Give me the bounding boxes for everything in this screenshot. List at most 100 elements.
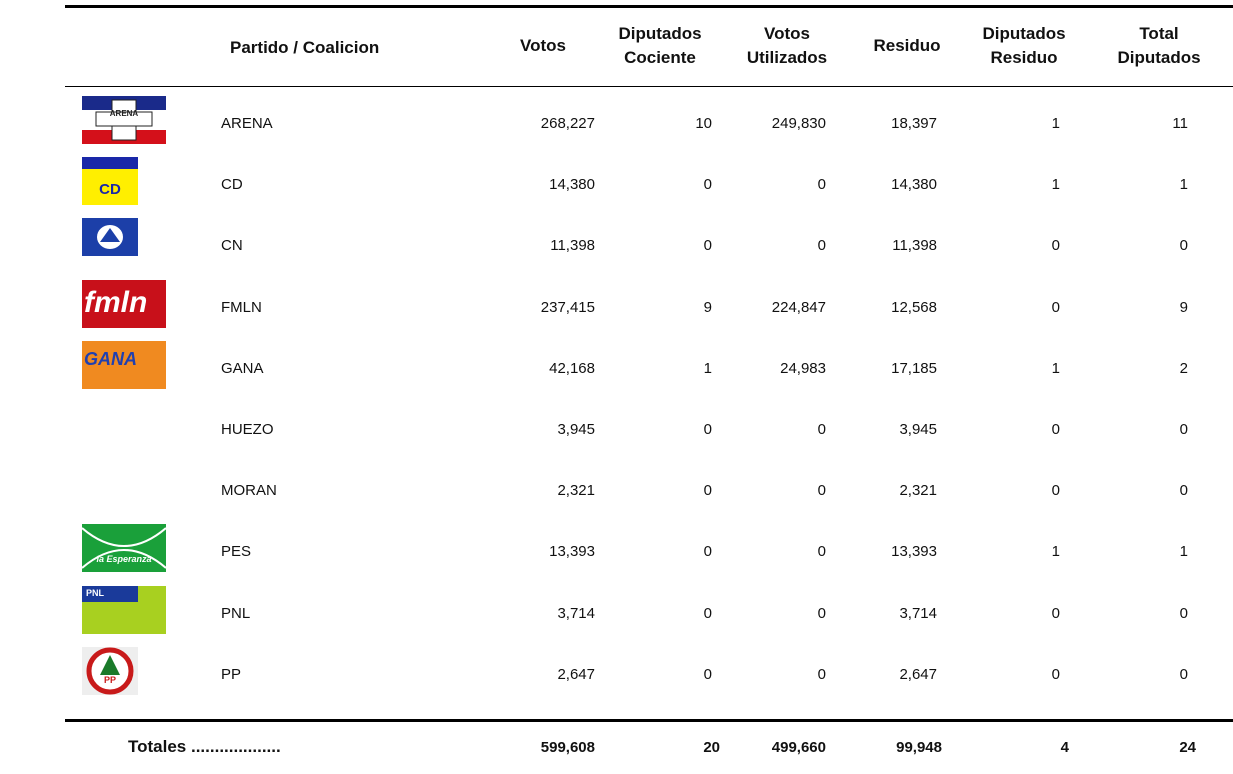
logo-text: GANA <box>84 348 137 369</box>
cell: 2,647 <box>899 665 937 683</box>
column-header: Total Diputados <box>1117 24 1201 67</box>
party-logo: GANA <box>82 340 166 389</box>
logo-graphic <box>82 218 138 257</box>
header-rule <box>65 86 1233 87</box>
cell: 0 <box>1051 665 1060 683</box>
column-header: Diputados Cociente <box>618 24 702 67</box>
cell: 13,393 <box>549 543 595 561</box>
logo-graphic <box>82 279 166 328</box>
party-name: PNL <box>221 604 251 622</box>
total-cell: 599,608 <box>540 739 595 756</box>
cell: 18,397 <box>891 115 937 132</box>
cell: 11 <box>1172 115 1188 132</box>
cell: 10 <box>695 115 712 132</box>
total-cell: 499,660 <box>771 739 826 756</box>
cell: 2,647 <box>557 665 595 683</box>
party-logo <box>82 218 166 266</box>
cell: 0 <box>1051 604 1060 622</box>
party-name: GANA <box>221 359 264 377</box>
cell: 1 <box>1179 543 1188 561</box>
logo-text: la Esperanza <box>96 554 152 565</box>
party-name: PP <box>221 665 242 683</box>
cell: 2 <box>1179 359 1188 377</box>
cell: 0 <box>703 421 712 438</box>
cell: 0 <box>1179 665 1188 683</box>
logo-text: CD <box>99 181 121 199</box>
cell: 3,945 <box>557 421 595 438</box>
cell: 9 <box>1179 298 1188 316</box>
cell: 249,830 <box>771 115 826 132</box>
cell: 0 <box>817 421 826 438</box>
column-header: Votos <box>520 36 566 55</box>
cell: 0 <box>1179 604 1188 622</box>
totals-label: Totales ................... <box>128 737 281 756</box>
party-logo: PNL <box>82 585 166 634</box>
cell: 224,847 <box>771 298 826 316</box>
total-cell: 4 <box>1060 739 1069 756</box>
logo-graphic <box>82 340 166 389</box>
column-header: Residuo <box>873 36 941 55</box>
column-header: Diputados Residuo <box>982 24 1066 67</box>
column-header: Votos Utilizados <box>746 24 828 67</box>
cell: 0 <box>1179 237 1188 255</box>
party-logo: fmln <box>82 279 166 328</box>
cell: 0 <box>1179 421 1188 438</box>
cell: 0 <box>703 237 712 255</box>
party-logo: CD <box>82 157 166 206</box>
logo-graphic <box>82 157 138 206</box>
party-name: CN <box>221 237 243 255</box>
cell: 3,714 <box>557 604 595 622</box>
cell: 17,185 <box>891 359 937 377</box>
cell: 9 <box>703 298 712 316</box>
cell: 42,168 <box>549 359 595 377</box>
cell: 0 <box>817 176 826 194</box>
cell: 3,714 <box>899 604 937 622</box>
party-logo: ARENA <box>82 96 166 144</box>
cell: 0 <box>1051 482 1060 500</box>
cell: 0 <box>703 665 712 683</box>
party-name: FMLN <box>221 298 262 316</box>
cell: 0 <box>703 543 712 561</box>
cell: 2,321 <box>557 482 595 500</box>
cell: 0 <box>817 237 826 255</box>
cell: 13,393 <box>891 543 937 561</box>
party-name: CD <box>221 176 243 194</box>
total-cell: 20 <box>703 739 720 756</box>
cell: 0 <box>817 482 826 500</box>
cell: 268,227 <box>540 115 595 132</box>
cell: 11,398 <box>892 237 937 255</box>
total-cell: 24 <box>1179 739 1196 756</box>
cell: 0 <box>817 604 826 622</box>
cell: 0 <box>703 176 712 194</box>
total-cell: 99,948 <box>896 739 942 756</box>
cell: 1 <box>1051 115 1060 132</box>
cell: 24,983 <box>780 359 826 377</box>
logo-graphic <box>82 585 166 634</box>
cell: 237,415 <box>540 298 595 316</box>
cell: 11,398 <box>550 237 595 255</box>
top-rule <box>65 5 1233 8</box>
logo-graphic <box>81 524 167 573</box>
cell: 12,568 <box>891 298 937 316</box>
cell: 1 <box>1051 176 1060 194</box>
logo-graphic <box>82 96 166 144</box>
cell: 2,321 <box>899 482 937 500</box>
cell: 0 <box>1051 237 1060 255</box>
column-header: Partido / Coalicion <box>230 38 380 57</box>
party-logo: PP <box>82 646 166 695</box>
cell: 0 <box>817 543 826 561</box>
cell: 1 <box>703 359 712 377</box>
logo-text: ARENA <box>109 109 139 118</box>
party-name: MORAN <box>221 482 277 500</box>
cell: 0 <box>1051 421 1060 438</box>
cell: 1 <box>1051 359 1060 377</box>
cell: 0 <box>817 665 826 683</box>
cell: 0 <box>703 604 712 622</box>
cell: 1 <box>1051 543 1060 561</box>
cell: 0 <box>703 482 712 500</box>
cell: 14,380 <box>549 176 595 194</box>
cell: 14,380 <box>891 176 937 194</box>
logo-text: PNL <box>86 587 104 598</box>
cell: 3,945 <box>899 421 937 438</box>
bottom-rule <box>65 719 1233 722</box>
